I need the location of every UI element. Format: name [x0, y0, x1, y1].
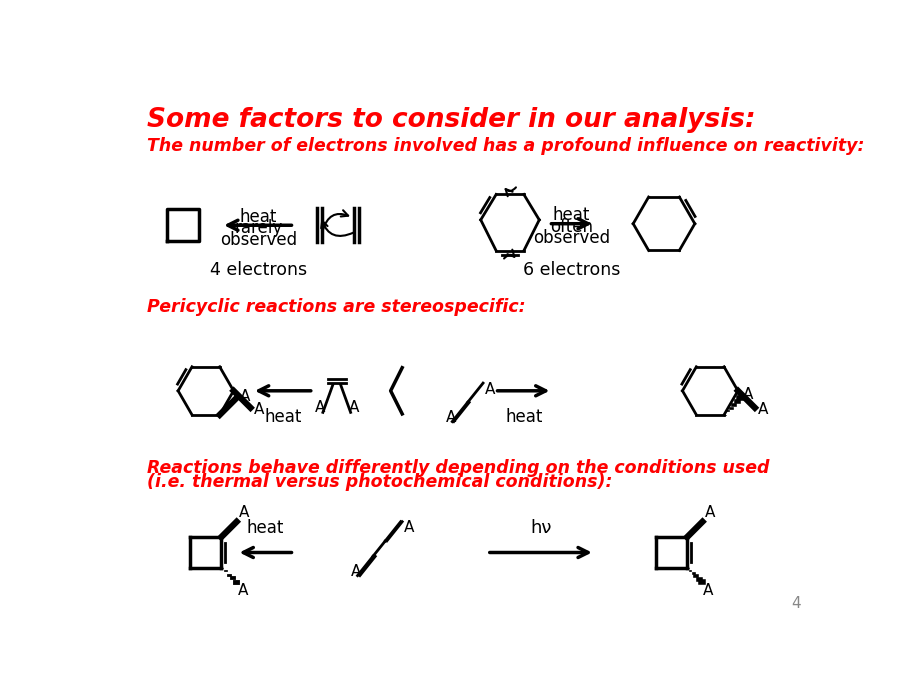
Text: heat: heat — [505, 408, 542, 426]
Text: The number of electrons involved has a profound influence on reactivity:: The number of electrons involved has a p… — [146, 137, 863, 155]
Text: rarely: rarely — [233, 219, 282, 237]
Text: 4 electrons: 4 electrons — [210, 262, 306, 279]
Text: A: A — [239, 505, 249, 520]
Text: A: A — [484, 382, 494, 397]
Text: A: A — [403, 520, 414, 535]
Text: heat: heat — [264, 408, 301, 426]
Text: A: A — [237, 583, 247, 598]
Text: A: A — [742, 387, 752, 402]
Text: A: A — [757, 402, 767, 417]
Text: Pericyclic reactions are stereospecific:: Pericyclic reactions are stereospecific: — [146, 298, 525, 317]
Text: A: A — [704, 505, 714, 520]
Text: hν: hν — [529, 519, 550, 537]
Text: A: A — [314, 400, 324, 415]
Text: 4: 4 — [790, 595, 800, 611]
Text: heat: heat — [552, 206, 590, 224]
Text: A: A — [348, 400, 358, 415]
Text: A: A — [702, 583, 713, 598]
Text: Some factors to consider in our analysis:: Some factors to consider in our analysis… — [146, 108, 754, 133]
Text: often: often — [550, 217, 593, 235]
Text: observed: observed — [532, 229, 609, 247]
Text: heat: heat — [239, 208, 277, 226]
Text: Reactions behave differently depending on the conditions used: Reactions behave differently depending o… — [146, 459, 768, 477]
Text: A: A — [240, 389, 250, 404]
Text: 6 electrons: 6 electrons — [522, 262, 619, 279]
Text: observed: observed — [220, 230, 297, 248]
Text: A: A — [445, 410, 456, 424]
Text: A: A — [350, 564, 361, 579]
Text: heat: heat — [246, 519, 284, 537]
Text: (i.e. thermal versus photochemical conditions):: (i.e. thermal versus photochemical condi… — [146, 473, 611, 491]
Text: A: A — [254, 402, 264, 417]
